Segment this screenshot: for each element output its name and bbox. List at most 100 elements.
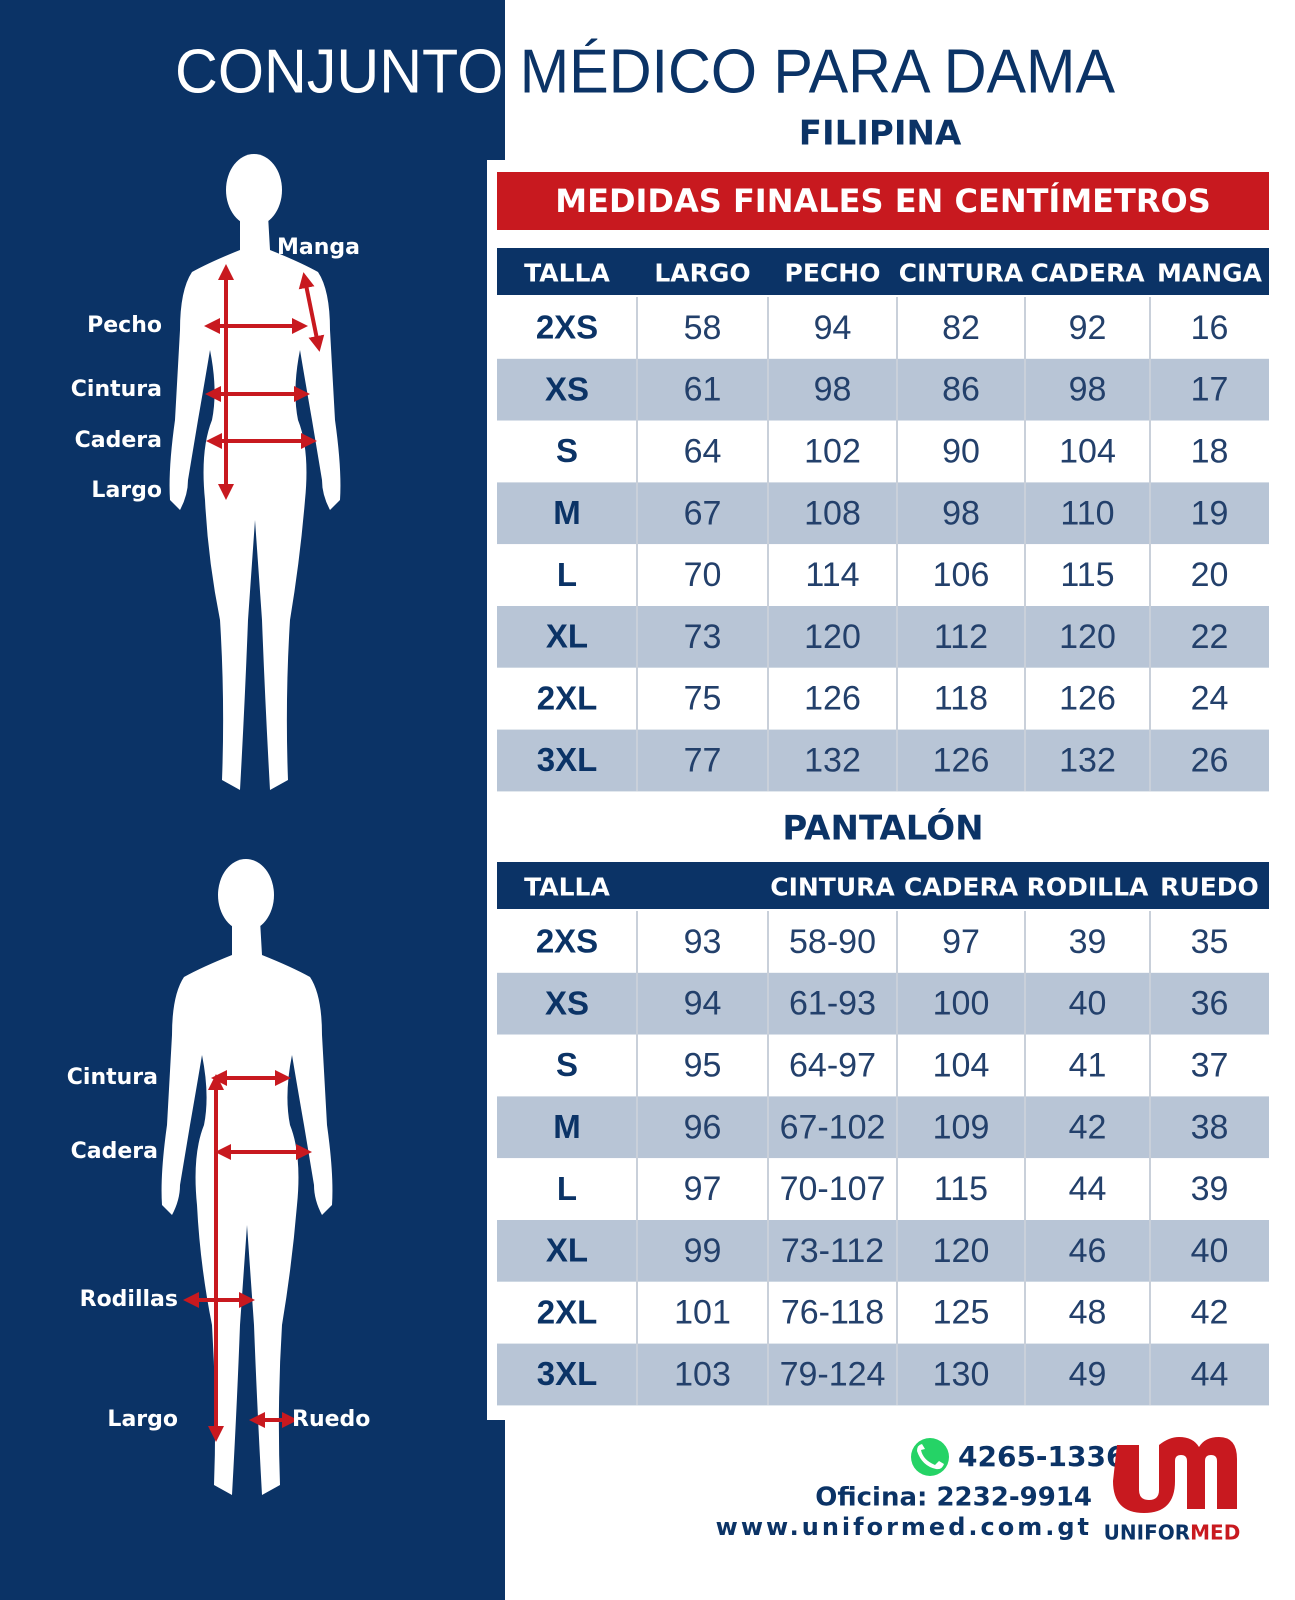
measure-label: Manga <box>277 235 360 260</box>
table-row <box>497 667 1269 730</box>
whatsapp-phone <box>917 1444 944 1470</box>
table-row <box>497 358 1269 421</box>
table-cell: 108 <box>804 494 861 532</box>
table-cell: 101 <box>674 1294 731 1332</box>
table-cell: 97 <box>942 923 980 961</box>
table-cell: 94 <box>684 985 722 1023</box>
column-header: CINTURA <box>770 873 895 902</box>
table-cell: 98 <box>814 371 852 409</box>
table-cell: 126 <box>933 741 990 779</box>
table-row <box>497 1220 1269 1282</box>
table-cell: 115 <box>934 1170 988 1208</box>
table-cell: 61 <box>684 371 722 409</box>
size-cell: 3XL <box>537 741 598 778</box>
table-cell: 17 <box>1191 371 1229 409</box>
table-cell: 125 <box>933 1294 990 1332</box>
logo-text: UNIFORMED <box>1104 1521 1241 1545</box>
table-row <box>497 1343 1269 1406</box>
size-cell: XS <box>545 984 589 1021</box>
table-cell: 24 <box>1191 680 1229 718</box>
table-cell: 49 <box>1069 1355 1107 1393</box>
measure-label: Largo <box>91 478 162 503</box>
header-row <box>497 248 1269 295</box>
table-cell: 95 <box>684 1046 722 1084</box>
table-cell: 96 <box>684 1108 722 1146</box>
table-cell: 39 <box>1191 1170 1229 1208</box>
table-cell: 110 <box>1060 494 1114 532</box>
table-cell: 42 <box>1069 1108 1107 1146</box>
table-cell: 97 <box>684 1170 722 1208</box>
measure-label: Rodillas <box>80 1287 178 1312</box>
column-header: CADERA <box>904 873 1019 902</box>
size-cell: L <box>557 556 577 593</box>
table-cell: 132 <box>804 741 861 779</box>
table-cell: 94 <box>814 309 852 347</box>
table-cell: 118 <box>934 680 988 718</box>
table-cell: 70-107 <box>780 1170 886 1208</box>
table-cell: 120 <box>1059 618 1116 656</box>
column-header: PECHO <box>785 259 881 288</box>
table-cell: 58-90 <box>789 923 876 961</box>
column-header: CADERA <box>1030 259 1145 288</box>
table-cell: 132 <box>1059 741 1116 779</box>
table-cell: 77 <box>684 741 722 779</box>
measure-label: Cadera <box>71 1139 158 1164</box>
table-cell: 79-124 <box>780 1355 886 1393</box>
table-cell: 22 <box>1191 618 1229 656</box>
table-row <box>497 606 1269 668</box>
measure-label: Pecho <box>87 313 162 338</box>
table-cell: 70 <box>684 556 722 594</box>
subtitle: FILIPINA <box>799 114 962 154</box>
table-cell: 114 <box>805 556 859 594</box>
table-cell: 36 <box>1191 985 1229 1023</box>
table-cell: 35 <box>1191 923 1229 961</box>
table-cell: 120 <box>933 1232 990 1270</box>
table-cell: 76-118 <box>781 1294 884 1332</box>
table-cell: 92 <box>1069 309 1107 347</box>
table-cell: 98 <box>1069 371 1107 409</box>
size-cell: XL <box>546 1232 588 1269</box>
table-cell: 46 <box>1069 1232 1107 1270</box>
table-cell: 19 <box>1191 494 1229 532</box>
phone: 4265-1336 <box>958 1440 1125 1473</box>
table-row <box>497 1096 1269 1159</box>
column-header: TALLA <box>524 873 610 902</box>
table-cell: 126 <box>1059 680 1116 718</box>
size-cell: 2XS <box>536 923 598 960</box>
table-cell: 40 <box>1069 985 1107 1023</box>
logo-mark <box>1113 1437 1237 1513</box>
table-row <box>497 482 1269 545</box>
table-cell: 64 <box>684 432 722 470</box>
table-cell: 38 <box>1191 1108 1229 1146</box>
table-cell: 26 <box>1191 741 1229 779</box>
measure-label: Ruedo <box>292 1407 370 1432</box>
measure-label: Largo <box>107 1407 178 1432</box>
table-cell: 104 <box>933 1046 990 1084</box>
table-cell: 20 <box>1191 556 1229 594</box>
size-cell: 2XL <box>537 679 598 716</box>
size-cell: 2XL <box>537 1293 598 1330</box>
column-header: LARGO <box>654 259 750 288</box>
table-cell: 39 <box>1069 923 1107 961</box>
header-row <box>497 862 1269 909</box>
table-cell: 37 <box>1191 1046 1229 1084</box>
table-cell: 93 <box>684 923 722 961</box>
arrow <box>298 272 325 352</box>
table-cell: 86 <box>942 371 980 409</box>
size-cell: XS <box>545 370 589 407</box>
table-row <box>497 972 1269 1035</box>
title: CONJUNTO MÉDICO PARA DAMA <box>175 37 1116 106</box>
table-cell: 103 <box>674 1355 731 1393</box>
column-header: RODILLA <box>1027 873 1149 902</box>
table-cell: 44 <box>1191 1355 1229 1393</box>
table-cell: 130 <box>933 1355 990 1393</box>
table-cell: 115 <box>1060 556 1114 594</box>
table-cell: 73-112 <box>781 1232 884 1270</box>
table-cell: 67-102 <box>780 1108 886 1146</box>
table-row <box>497 1034 1269 1097</box>
table-cell: 106 <box>933 556 990 594</box>
table-cell: 48 <box>1069 1294 1107 1332</box>
table-cell: 42 <box>1191 1294 1229 1332</box>
table-cell: 44 <box>1069 1170 1107 1208</box>
